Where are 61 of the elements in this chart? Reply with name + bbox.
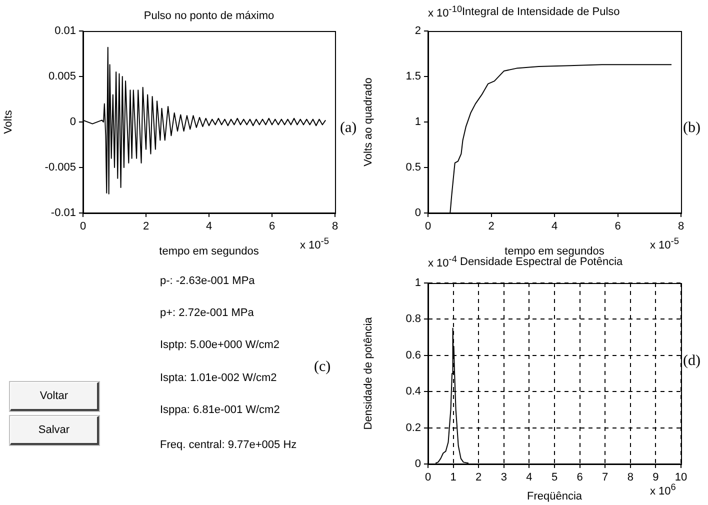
y-tick-label: -0.005 [44,162,76,174]
x-tick-label: 6 [576,472,583,484]
y-tick-label: 0.4 [406,386,421,398]
chart-title: Pulso no ponto de máximo [144,10,274,22]
y-tick-label: 0.6 [406,349,421,362]
y-tick-label: 0 [70,116,76,128]
x-axis-title: tempo em segundos [159,245,260,258]
text: x 10$^{-10}$ [428,4,462,20]
x-tick-label: 8 [678,220,684,233]
x-tick-label: 2 [142,220,150,233]
text: p+: 2.72e-001 MPa [160,307,254,319]
text: (d) [683,353,700,370]
y-tick-label: 0.005 [48,70,76,83]
x-tick-label: 3 [500,472,507,484]
text: Isptp: 5.00e+000 W/cm2 [160,339,280,351]
x-tick-label: 4 [551,220,558,233]
chart-title: Integral de Intensidade de Pulso [462,6,620,18]
text: x 10$^{-5}$ [300,236,329,252]
y-axis-title: Volts ao quadrado [362,78,375,166]
y-tick-label: 1 [414,116,421,128]
x-tick-label: 0 [424,220,432,233]
text: x 10$^{6}$ [650,482,676,498]
text: x 10$^{-4}$ [428,254,457,270]
y-tick-label: 2 [414,25,421,38]
text: (b) [683,120,700,137]
text: Ispta: 1.01e-002 W/cm2 [160,372,277,384]
x-tick-label: 9 [652,472,659,484]
y-tick-label: 0.2 [406,422,421,434]
x-tick-label: 2 [476,472,482,484]
x-tick-label: 0 [80,220,86,233]
text: Isppa: 6.81e-001 W/cm2 [160,404,280,416]
x-tick-label: 6 [614,220,621,233]
y-tick-label: 1 [414,277,421,290]
x-tick-label: 2 [488,220,494,233]
text: Freq. central: 9.77e+005 Hz [160,439,297,451]
x-tick-label: 0 [424,472,432,484]
y-tick-label: 0.8 [406,313,421,326]
y-tick-label: 0 [414,207,421,220]
x-tick-label: 7 [602,472,608,484]
x-tick-label: 1 [450,472,456,484]
x-axis-title: Freqüência [526,490,583,502]
y-tick-label: 0.5 [406,162,421,174]
x-tick-label: 10 [674,472,688,484]
x-tick-label: 4 [206,220,212,233]
y-tick-label: -0.01 [50,207,76,220]
x-tick-label: 8 [627,472,634,484]
text: (a) [340,120,357,137]
chart-title: Densidade Espectral de Potência [460,256,623,268]
x-tick-label: 4 [526,472,532,484]
x-tick-label: 8 [332,220,338,233]
y-axis-title: Densidade de potência [362,316,375,430]
text: p-: -2.63e-001 MPa [160,275,255,287]
x-tick-label: 5 [551,472,558,484]
y-axis-title: Volts [2,110,15,134]
text: x 10$^{-5}$ [650,236,679,252]
y-tick-label: 1.5 [406,70,421,83]
x-tick-label: 6 [268,220,276,233]
text: (c) [314,359,331,376]
y-tick-label: 0 [414,458,421,470]
y-tick-label: 0.01 [54,25,76,38]
x-axis-title: tempo em segundos [504,245,605,258]
